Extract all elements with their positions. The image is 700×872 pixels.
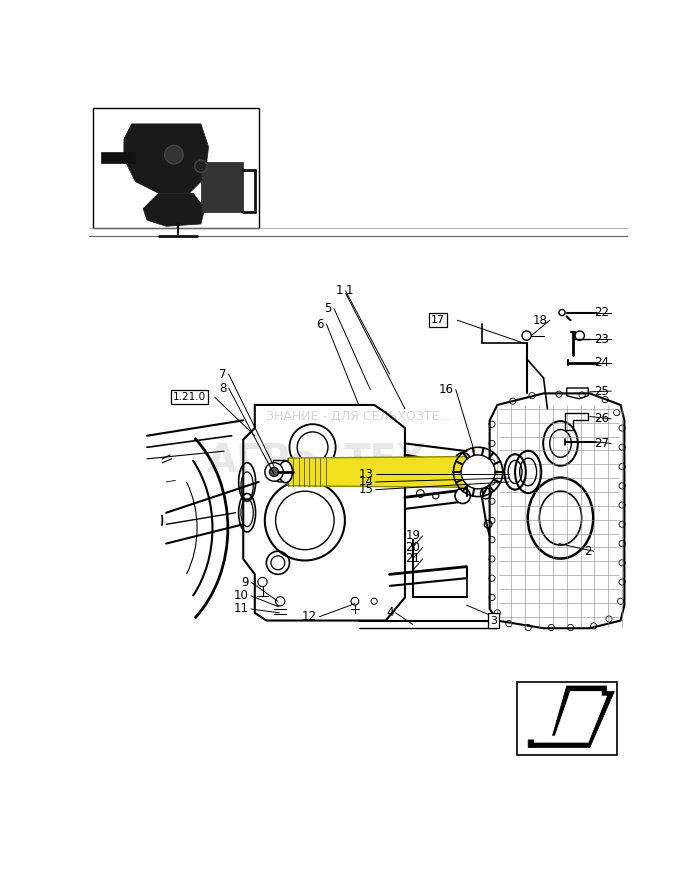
Text: 15: 15 (358, 483, 373, 496)
Polygon shape (288, 457, 466, 487)
Text: 26: 26 (594, 412, 609, 426)
Text: 6: 6 (316, 317, 324, 330)
Text: 9: 9 (241, 576, 248, 589)
Text: 1.21.0: 1.21.0 (173, 392, 206, 402)
Text: 5: 5 (324, 303, 332, 315)
Text: ЗНАНИЕ - ДЛЯ СЕЛЬХОЗТЕ...: ЗНАНИЕ - ДЛЯ СЕЛЬХОЗТЕ... (266, 411, 452, 424)
Bar (201, 162, 244, 213)
Circle shape (276, 470, 284, 478)
Text: 4: 4 (386, 606, 393, 619)
Text: 12: 12 (302, 610, 317, 623)
Ellipse shape (504, 454, 526, 490)
Text: 7: 7 (219, 368, 226, 381)
Circle shape (164, 146, 183, 164)
Circle shape (455, 453, 470, 468)
Text: ТЕХ: ТЕХ (344, 441, 427, 480)
Circle shape (461, 455, 495, 489)
Text: 25: 25 (594, 385, 609, 398)
Text: 14: 14 (358, 475, 373, 488)
Text: 1: 1 (346, 284, 354, 297)
Text: 24: 24 (594, 356, 609, 369)
Bar (101, 153, 135, 163)
Text: АГРо: АГРо (206, 441, 317, 480)
Text: 13: 13 (358, 467, 373, 480)
Polygon shape (534, 691, 607, 742)
Text: 23: 23 (594, 333, 609, 346)
Text: 27: 27 (594, 437, 609, 450)
Bar (93, 108, 258, 228)
Text: 11: 11 (234, 603, 248, 616)
Text: 19: 19 (405, 529, 420, 542)
Text: 8: 8 (219, 382, 226, 394)
Bar (517, 682, 617, 755)
Circle shape (455, 488, 470, 503)
Text: 10: 10 (234, 589, 248, 603)
Text: 21: 21 (405, 553, 420, 565)
Text: 2: 2 (584, 545, 592, 558)
Polygon shape (144, 194, 204, 227)
Text: 22: 22 (594, 306, 609, 319)
Circle shape (270, 467, 279, 477)
Circle shape (195, 160, 207, 173)
Text: 17: 17 (431, 316, 445, 325)
Circle shape (265, 463, 284, 481)
Text: 16: 16 (438, 383, 454, 396)
Text: 20: 20 (405, 541, 420, 554)
Polygon shape (528, 686, 615, 747)
Ellipse shape (279, 461, 293, 483)
Polygon shape (124, 124, 209, 194)
Text: 3: 3 (490, 616, 497, 625)
Text: 1: 1 (336, 284, 344, 297)
Text: 18: 18 (533, 314, 547, 327)
